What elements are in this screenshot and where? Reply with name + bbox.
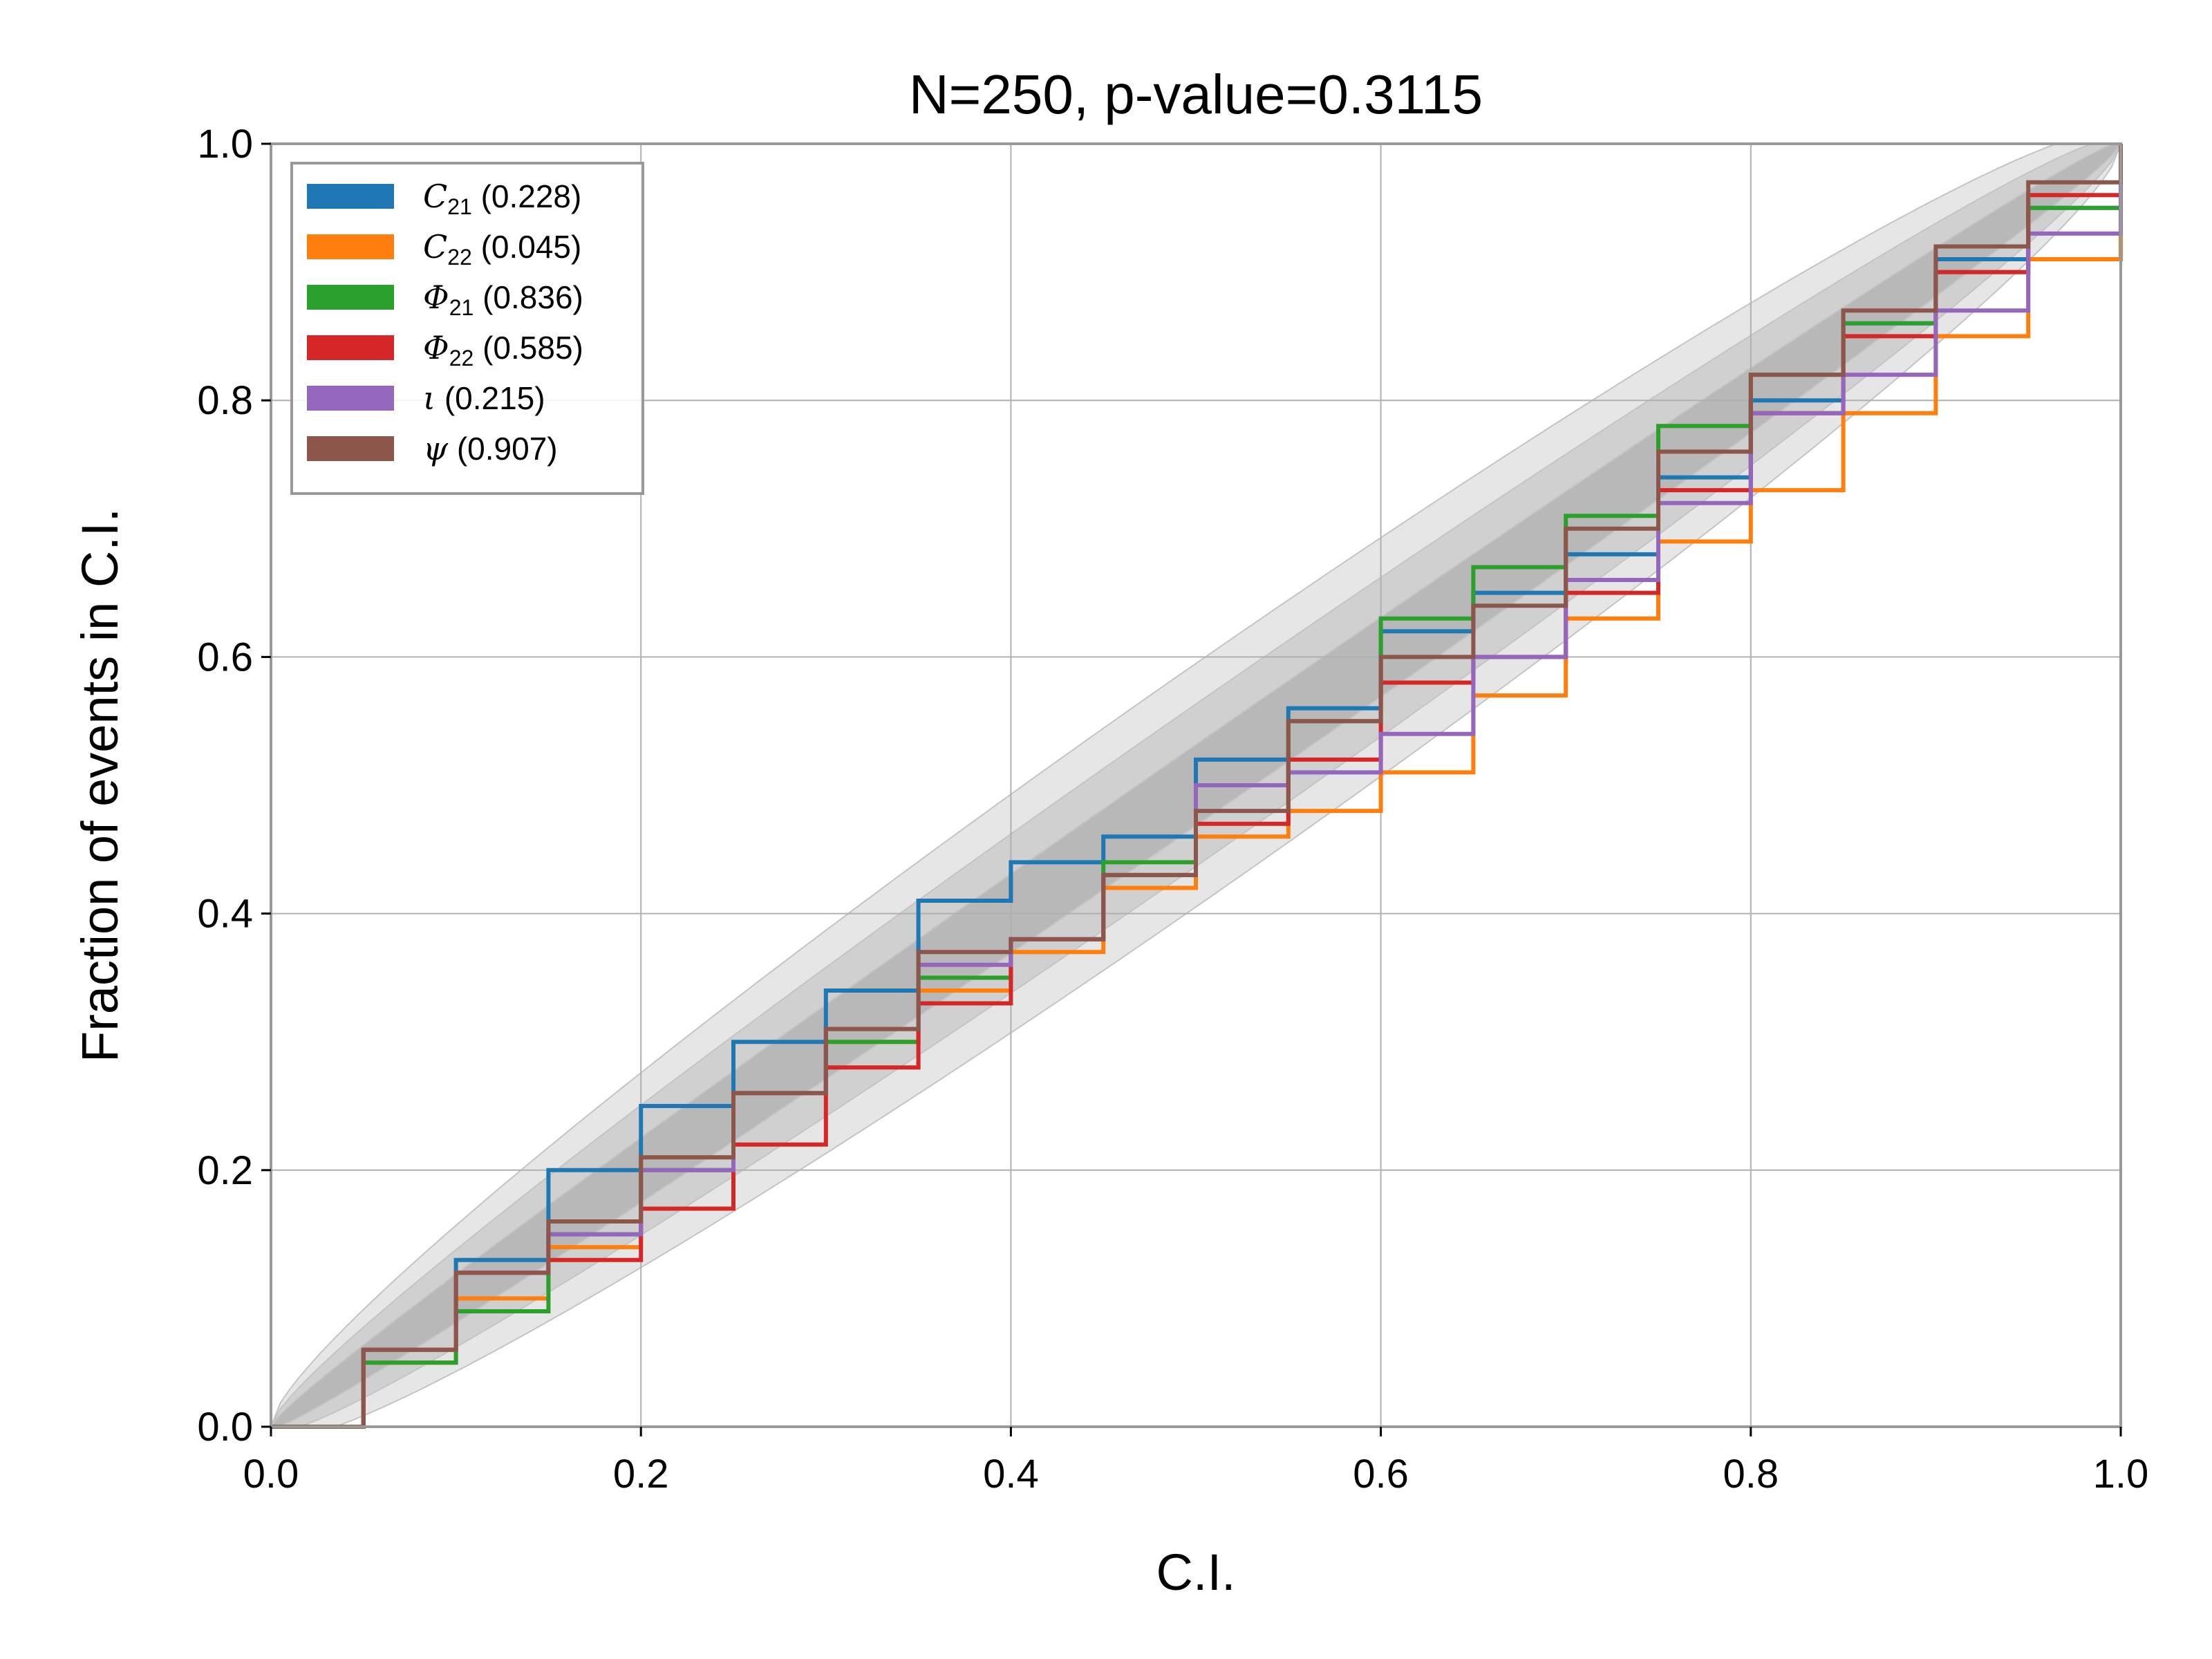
legend-subscript: 22 [449,346,474,371]
legend-symbol: ι [423,379,435,417]
legend-symbol: ψ [423,430,449,467]
y-tick-label: 0.4 [197,892,253,937]
legend-swatch-C22 [307,234,394,259]
legend-pvalue: (0.228) [472,178,582,214]
legend-subscript: 21 [449,295,474,320]
series-line-iota [271,144,2123,1429]
legend: C21 (0.228)C22 (0.045)Φ21 (0.836)Φ22 (0.… [290,162,644,495]
x-axis-label: C.I. [1156,1544,1235,1601]
legend-swatch-C21 [307,184,394,209]
legend-label-Phi21: Φ21 (0.836) [423,279,583,320]
legend-pvalue: (0.215) [435,380,545,416]
y-tick-label: 0.8 [197,378,253,423]
x-tick-label: 0.8 [1723,1452,1779,1497]
x-tick-label: 0.4 [983,1452,1039,1497]
series-lines [271,144,2123,1429]
legend-pvalue: (0.836) [474,279,583,315]
x-tick-label: 0.2 [613,1452,669,1497]
legend-pvalue: (0.045) [472,229,582,265]
y-tick-label: 1.0 [197,122,253,167]
legend-label-iota: ι (0.215) [423,379,545,417]
legend-pvalue: (0.907) [448,431,558,467]
x-axis-ticks: 0.0 0.2 0.4 0.6 0.8 1.0 [243,1427,2149,1497]
legend-symbol: Φ [423,329,449,366]
legend-symbol: C [423,178,447,215]
legend-swatch-iota [307,386,394,411]
legend-pvalue: (0.585) [474,330,583,366]
y-tick-label: 0.2 [197,1148,253,1193]
legend-label-Phi22: Φ22 (0.585) [423,329,583,371]
y-tick-label: 0.0 [197,1405,253,1450]
y-axis-ticks: 0.0 0.2 0.4 0.6 0.8 1.0 [197,122,271,1450]
legend-label-C21: C21 (0.228) [423,178,581,219]
x-tick-label: 0.0 [243,1452,299,1497]
legend-symbol: C [423,228,447,265]
x-tick-label: 1.0 [2093,1452,2149,1497]
legend-label-psi: ψ (0.907) [423,430,558,467]
legend-swatch-Phi22 [307,335,394,360]
chart-title: N=250, p-value=0.3115 [909,64,1483,125]
legend-swatch-Phi21 [307,285,394,310]
legend-subscript: 22 [447,245,472,270]
plot-frame [270,142,2122,1428]
series-line-psi [271,144,2123,1429]
legend-subscript: 21 [447,194,472,219]
legend-label-C22: C22 (0.045) [423,228,581,270]
y-axis-label: Fraction of events in C.I. [71,508,129,1062]
y-tick-label: 0.6 [197,635,253,679]
legend-symbol: Φ [423,279,449,316]
x-tick-label: 0.6 [1353,1452,1409,1497]
legend-swatch-psi [307,436,394,461]
